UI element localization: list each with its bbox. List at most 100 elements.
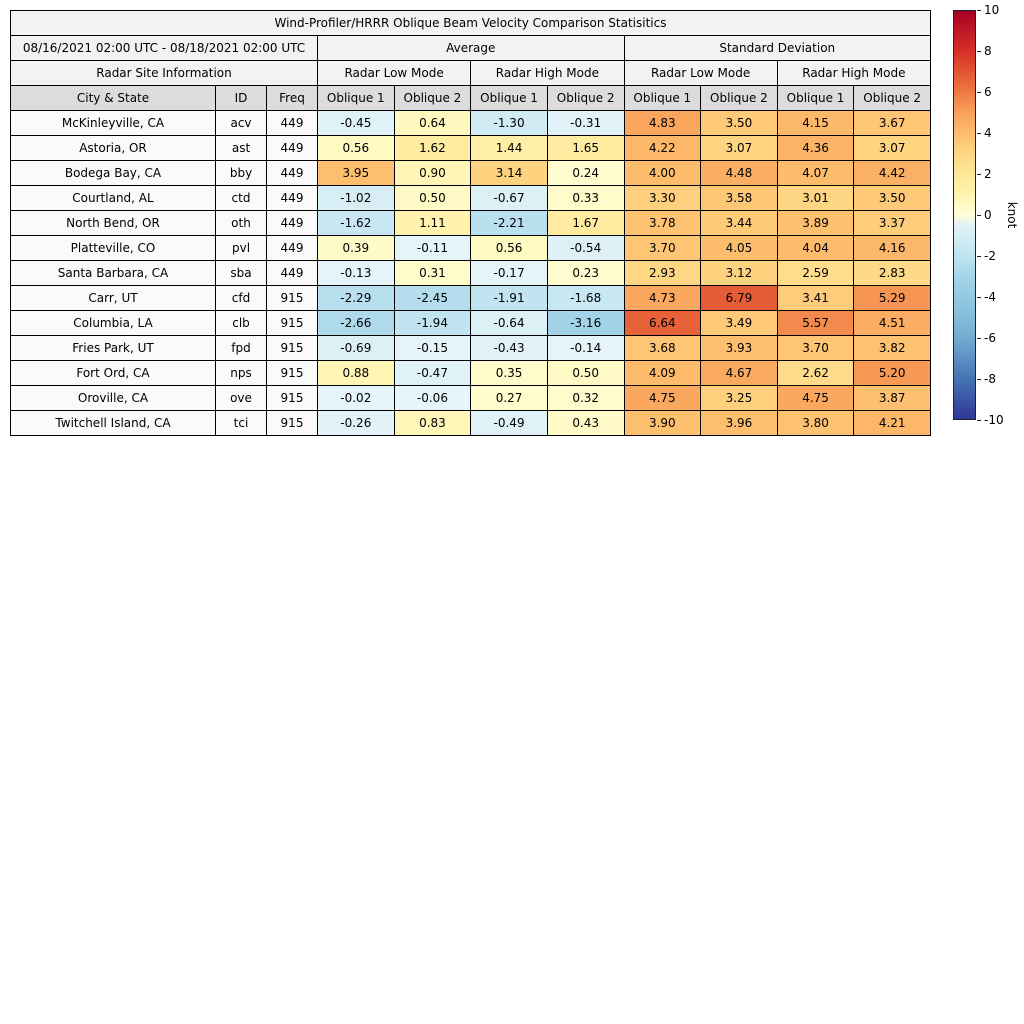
value-cell: -0.02: [317, 385, 395, 411]
colorbar-tick-label: 4: [984, 126, 992, 140]
value-cell: -1.30: [470, 110, 548, 136]
value-cell: -0.49: [470, 410, 548, 436]
value-cell: 1.44: [470, 135, 548, 161]
value-cell: 0.43: [546, 410, 625, 436]
value-cell: -0.47: [393, 360, 472, 386]
value-cell: 0.56: [470, 235, 548, 261]
site-id-cell: tci: [215, 410, 267, 436]
site-id-cell: acv: [215, 110, 267, 136]
value-cell: -0.45: [317, 110, 395, 136]
mode-high-avg: Radar High Mode: [470, 60, 625, 86]
table-row: Oroville, CA ove 915 -0.02 -0.06 0.27 0.32 4.75…: [10, 385, 931, 411]
table-row: Columbia, LA clb 915 -2.66 -1.94 -0.64 -3.16 6.…: [10, 310, 931, 336]
table-row: Fries Park, UT fpd 915 -0.69 -0.15 -0.43 -0.14…: [10, 335, 931, 361]
value-cell: 1.67: [546, 210, 625, 236]
city-cell: Santa Barbara, CA: [10, 260, 216, 286]
site-id-cell: fpd: [215, 335, 267, 361]
value-cell: 4.73: [623, 285, 702, 311]
value-cell: 4.83: [623, 110, 702, 136]
table-row: McKinleyville, CA acv 449 -0.45 0.64 -1.30 -0.…: [10, 110, 931, 136]
table-row: Santa Barbara, CA sba 449 -0.13 0.31 -0.17 0.2…: [10, 260, 931, 286]
value-cell: 4.42: [853, 160, 931, 186]
value-cell: -0.17: [470, 260, 548, 286]
col-id: ID: [215, 85, 267, 111]
value-cell: 5.57: [776, 310, 855, 336]
freq-cell: 915: [266, 285, 318, 311]
value-cell: 0.23: [546, 260, 625, 286]
value-cell: 3.87: [853, 385, 931, 411]
value-cell: 3.80: [776, 410, 855, 436]
value-cell: 1.62: [393, 135, 472, 161]
city-cell: Oroville, CA: [10, 385, 216, 411]
freq-cell: 915: [266, 385, 318, 411]
colorbar-tick: [977, 215, 981, 216]
value-cell: -2.45: [393, 285, 472, 311]
value-cell: 4.75: [623, 385, 702, 411]
value-cell: -2.66: [317, 310, 395, 336]
city-cell: Carr, UT: [10, 285, 216, 311]
site-info-label: Radar Site Information: [10, 60, 318, 86]
value-cell: 3.96: [700, 410, 778, 436]
value-cell: 0.56: [317, 135, 395, 161]
value-cell: 3.01: [776, 185, 855, 211]
col-oblique1: Oblique 1: [776, 85, 855, 111]
table-row: Platteville, CO pvl 449 0.39 -0.11 0.56 -0.54 3…: [10, 235, 931, 261]
colorbar-gradient: [953, 10, 976, 420]
value-cell: 4.22: [623, 135, 702, 161]
colorbar-tick: [977, 10, 981, 11]
value-cell: -1.91: [470, 285, 548, 311]
table-row: Courtland, AL ctd 449 -1.02 0.50 -0.67 0.33 3.3…: [10, 185, 931, 211]
col-oblique1: Oblique 1: [470, 85, 548, 111]
colorbar-tick: [977, 256, 981, 257]
colorbar-tick-label: -10: [984, 413, 1004, 427]
value-cell: -0.06: [393, 385, 472, 411]
value-cell: -1.94: [393, 310, 472, 336]
col-oblique2: Oblique 2: [700, 85, 778, 111]
mode-row: Radar Site Information Radar Low Mode Ra…: [10, 60, 932, 86]
col-oblique1: Oblique 1: [623, 85, 702, 111]
value-cell: 3.78: [623, 210, 702, 236]
value-cell: 4.48: [700, 160, 778, 186]
freq-cell: 449: [266, 135, 318, 161]
col-freq: Freq: [266, 85, 318, 111]
value-cell: 3.37: [853, 210, 931, 236]
value-cell: 0.88: [317, 360, 395, 386]
colorbar-tick: [977, 420, 981, 421]
value-cell: 5.29: [853, 285, 931, 311]
colorbar-tick-label: -6: [984, 331, 996, 345]
value-cell: 2.59: [776, 260, 855, 286]
value-cell: -1.62: [317, 210, 395, 236]
colorbar-tick: [977, 379, 981, 380]
value-cell: -0.11: [393, 235, 472, 261]
date-range: 08/16/2021 02:00 UTC - 08/18/2021 02:00 …: [10, 35, 318, 61]
city-cell: Courtland, AL: [10, 185, 216, 211]
value-cell: -0.31: [546, 110, 625, 136]
site-id-cell: ctd: [215, 185, 267, 211]
colorbar-tick-label: 2: [984, 167, 992, 181]
table-row: Twitchell Island, CA tci 915 -0.26 0.83 -0.49…: [10, 410, 931, 436]
value-cell: 0.64: [393, 110, 472, 136]
mode-high-std: Radar High Mode: [776, 60, 932, 86]
col-oblique2: Oblique 2: [546, 85, 625, 111]
value-cell: -0.14: [546, 335, 625, 361]
city-cell: Bodega Bay, CA: [10, 160, 216, 186]
colorbar: 10 8 6 4 2 0 -2 -4 -6 -8 -10 knot: [953, 3, 1023, 427]
value-cell: 0.24: [546, 160, 625, 186]
col-oblique1: Oblique 1: [317, 85, 395, 111]
value-cell: 3.50: [853, 185, 931, 211]
value-cell: 4.75: [776, 385, 855, 411]
value-cell: 4.15: [776, 110, 855, 136]
value-cell: 3.58: [700, 185, 778, 211]
value-cell: 0.50: [546, 360, 625, 386]
value-cell: 3.70: [623, 235, 702, 261]
value-cell: 3.50: [700, 110, 778, 136]
value-cell: 4.67: [700, 360, 778, 386]
value-cell: 5.20: [853, 360, 931, 386]
value-cell: 3.41: [776, 285, 855, 311]
value-cell: -0.15: [393, 335, 472, 361]
value-cell: 4.07: [776, 160, 855, 186]
colorbar-tick-label: 10: [984, 3, 1000, 17]
value-cell: 3.07: [700, 135, 778, 161]
value-cell: 1.65: [546, 135, 625, 161]
